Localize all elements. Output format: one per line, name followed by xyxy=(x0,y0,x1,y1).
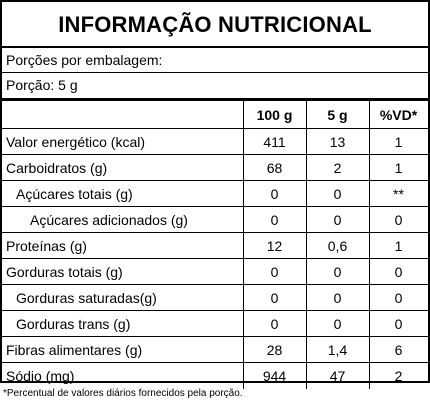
table-row-saturated-fat: Gorduras saturadas(g) 0 0 0 xyxy=(2,285,428,311)
column-divider xyxy=(369,363,370,389)
column-divider xyxy=(306,259,307,284)
row-label: Gorduras trans (g) xyxy=(16,315,131,332)
row-label: Valor energético (kcal) xyxy=(6,133,146,150)
row-value-per-100g: 0 xyxy=(270,263,279,280)
row-value-per-serving: 0 xyxy=(333,289,342,306)
row-value-daily: 2 xyxy=(394,368,403,384)
row-value-per-100g: 28 xyxy=(266,341,283,358)
row-value-daily: 0 xyxy=(394,263,403,280)
column-divider xyxy=(369,181,370,206)
row-value-per-100g: 0 xyxy=(270,289,279,306)
serving-size: Porção: 5 g xyxy=(2,73,428,101)
column-divider xyxy=(306,207,307,232)
table-row-dietary-fiber: Fibras alimentares (g) 28 1,4 6 xyxy=(2,337,428,363)
row-value-daily: 1 xyxy=(394,237,403,254)
row-value-per-serving: 0,6 xyxy=(327,237,348,254)
footnote: *Percentual de valores diários fornecido… xyxy=(3,388,243,399)
row-value-per-100g: 68 xyxy=(266,159,283,176)
column-divider xyxy=(243,129,244,154)
row-value-per-serving: 1,4 xyxy=(327,341,348,358)
table-row-total-fat: Gorduras totais (g) 0 0 0 xyxy=(2,259,428,285)
column-divider xyxy=(306,155,307,180)
table-row-sodium: Sódio (mg) 944 47 2 xyxy=(2,363,428,389)
column-divider xyxy=(243,181,244,206)
column-divider xyxy=(243,285,244,310)
row-value-per-100g: 944 xyxy=(262,368,287,384)
row-value-per-serving: 47 xyxy=(329,368,346,384)
column-divider xyxy=(243,155,244,180)
row-value-per-100g: 0 xyxy=(270,211,279,228)
column-divider xyxy=(243,233,244,258)
column-divider xyxy=(306,363,307,389)
column-divider xyxy=(243,101,244,128)
panel-title: INFORMAÇÃO NUTRICIONAL xyxy=(2,2,428,48)
table-header-row: 100 g 5 g %VD* xyxy=(2,101,428,129)
nutrition-facts-panel: INFORMAÇÃO NUTRICIONAL Porções por embal… xyxy=(0,0,430,389)
table-row-total-sugars: Açúcares totais (g) 0 0 ** xyxy=(2,181,428,207)
header-per-100g: 100 g xyxy=(256,106,293,123)
row-label: Proteínas (g) xyxy=(6,237,87,254)
nutrition-table: 100 g 5 g %VD* Valor energético (kcal) 4… xyxy=(2,101,428,389)
column-divider xyxy=(243,363,244,389)
row-value-per-100g: 0 xyxy=(270,185,279,202)
row-value-per-serving: 0 xyxy=(333,263,342,280)
row-value-per-100g: 0 xyxy=(270,315,279,332)
row-label: Fibras alimentares (g) xyxy=(6,341,143,358)
column-divider xyxy=(369,311,370,336)
row-value-per-serving: 13 xyxy=(329,133,346,150)
row-label: Gorduras totais (g) xyxy=(6,263,123,280)
column-divider xyxy=(306,285,307,310)
column-divider xyxy=(369,155,370,180)
row-value-daily: 0 xyxy=(394,211,403,228)
row-label: Gorduras saturadas(g) xyxy=(16,289,157,306)
row-value-per-serving: 2 xyxy=(333,159,342,176)
servings-per-package: Porções por embalagem: xyxy=(2,48,428,73)
column-divider xyxy=(306,233,307,258)
row-value-daily: 6 xyxy=(394,341,403,358)
column-divider xyxy=(306,181,307,206)
row-value-daily: ** xyxy=(393,185,404,202)
row-value-per-100g: 12 xyxy=(266,237,283,254)
row-label: Açúcares adicionados (g) xyxy=(30,211,188,228)
table-row-energy: Valor energético (kcal) 411 13 1 xyxy=(2,129,428,155)
table-row-proteins: Proteínas (g) 12 0,6 1 xyxy=(2,233,428,259)
column-divider xyxy=(243,207,244,232)
column-divider xyxy=(306,129,307,154)
row-value-per-serving: 0 xyxy=(333,315,342,332)
column-divider xyxy=(369,207,370,232)
header-per-serving: 5 g xyxy=(327,106,348,123)
column-divider xyxy=(369,129,370,154)
column-divider xyxy=(306,337,307,362)
table-row-trans-fat: Gorduras trans (g) 0 0 0 xyxy=(2,311,428,337)
column-divider xyxy=(243,311,244,336)
column-divider xyxy=(243,259,244,284)
column-divider xyxy=(369,233,370,258)
column-divider xyxy=(369,101,370,128)
row-value-daily: 0 xyxy=(394,315,403,332)
table-row-carbohydrates: Carboidratos (g) 68 2 1 xyxy=(2,155,428,181)
column-divider xyxy=(306,101,307,128)
row-label: Carboidratos (g) xyxy=(6,159,108,176)
row-value-per-100g: 411 xyxy=(263,133,286,150)
column-divider xyxy=(306,311,307,336)
column-divider xyxy=(243,337,244,362)
row-label: Sódio (mg) xyxy=(6,368,75,384)
row-value-daily: 1 xyxy=(394,133,403,150)
row-value-per-serving: 0 xyxy=(333,185,342,202)
header-daily-value: %VD* xyxy=(379,106,418,123)
column-divider xyxy=(369,337,370,362)
row-label: Açúcares totais (g) xyxy=(16,185,133,202)
table-row-added-sugars: Açúcares adicionados (g) 0 0 0 xyxy=(2,207,428,233)
header-label-cell xyxy=(2,101,243,128)
row-value-daily: 0 xyxy=(394,289,403,306)
column-divider xyxy=(369,259,370,284)
row-value-daily: 1 xyxy=(394,159,403,176)
column-divider xyxy=(369,285,370,310)
row-value-per-serving: 0 xyxy=(333,211,342,228)
